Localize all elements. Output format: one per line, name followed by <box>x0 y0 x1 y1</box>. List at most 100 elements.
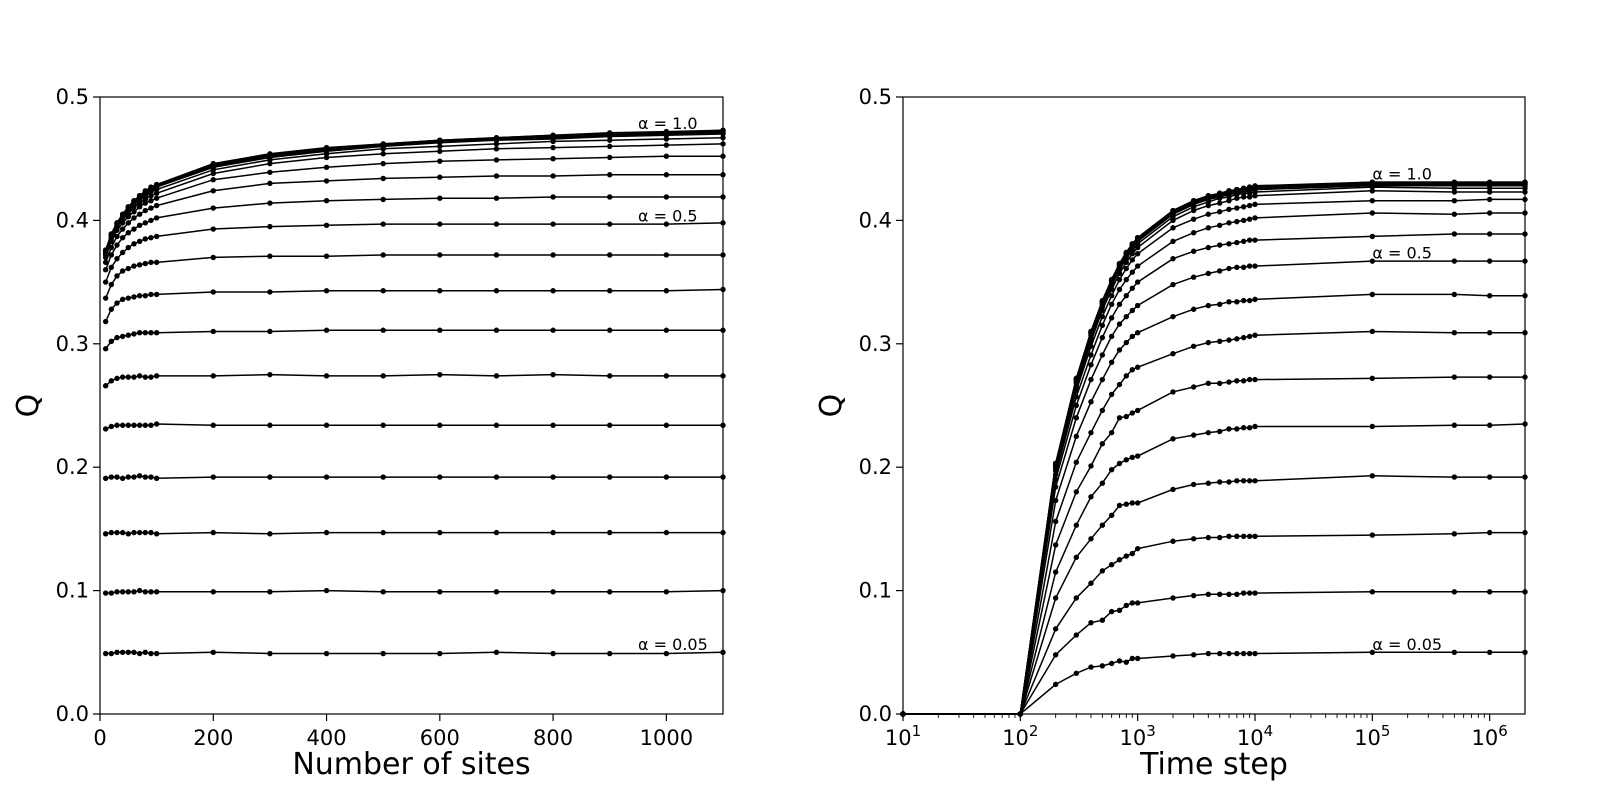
left-data-point <box>437 288 443 294</box>
left-data-point <box>142 529 149 536</box>
left-data-point <box>102 279 109 285</box>
right-data-point <box>1088 619 1094 626</box>
left-data-point <box>493 135 500 141</box>
right-data-point <box>1226 265 1232 272</box>
right-data-point <box>1052 460 1059 467</box>
left-data-point <box>102 590 109 596</box>
left-data-point <box>153 215 160 221</box>
left-data-point <box>550 252 556 258</box>
right-data-point <box>1451 258 1458 264</box>
right-data-point <box>1226 591 1232 598</box>
left-data-point <box>380 373 386 379</box>
right-data-point <box>1190 230 1197 236</box>
right-data-point <box>1123 292 1130 299</box>
left-data-point <box>142 260 149 267</box>
left-data-point <box>119 211 126 217</box>
left-series-line <box>105 423 723 430</box>
right-data-point <box>1369 423 1376 430</box>
left-data-point <box>148 205 154 211</box>
left-data-point <box>131 649 137 655</box>
left-data-point <box>380 252 386 258</box>
right-data-point <box>1190 652 1197 658</box>
right-data-point <box>1246 216 1253 222</box>
right-data-point <box>1116 286 1123 293</box>
left-data-point <box>108 252 115 258</box>
left-data-point <box>607 137 613 143</box>
left-data-point <box>148 193 154 199</box>
right-data-point <box>1205 225 1212 231</box>
right-data-point <box>1369 233 1376 240</box>
left-data-point <box>493 157 500 163</box>
left-data-point <box>550 327 556 333</box>
left-data-point <box>380 650 386 657</box>
left-data-point <box>119 226 126 232</box>
right-data-point <box>1252 376 1258 383</box>
left-data-point <box>437 195 443 201</box>
right-data-point <box>1116 347 1123 353</box>
right-data-point <box>1108 301 1115 308</box>
right-data-point <box>1252 215 1258 221</box>
left-data-point <box>323 587 330 594</box>
left-y-tick-label: 0.4 <box>56 208 89 232</box>
left-data-point <box>437 252 443 258</box>
right-data-point <box>1216 301 1223 308</box>
left-data-point <box>550 144 556 151</box>
right-data-point <box>1099 376 1106 383</box>
left-data-point <box>550 422 556 428</box>
right-data-point <box>1252 533 1258 540</box>
right-data-point <box>1134 263 1141 269</box>
right-data-point <box>1123 553 1130 559</box>
left-data-point <box>210 422 216 428</box>
left-data-point <box>720 373 726 379</box>
left-data-point <box>210 205 216 211</box>
left-data-point <box>131 197 137 204</box>
left-data-point <box>323 178 330 184</box>
left-data-point <box>125 422 132 428</box>
right-data-point <box>1108 561 1115 568</box>
right-data-point <box>1088 429 1094 436</box>
right-data-point <box>1240 378 1247 384</box>
right-data-point <box>1234 426 1240 432</box>
left-x-tick-label: 0 <box>93 726 106 750</box>
right-data-point <box>1190 197 1197 204</box>
right-data-point <box>1190 432 1197 438</box>
right-data-point <box>1170 436 1176 442</box>
left-data-point <box>437 371 443 378</box>
left-data-point <box>148 650 154 657</box>
right-data-point <box>1052 626 1059 632</box>
right-data-point <box>1205 534 1212 541</box>
right-series-line <box>903 233 1525 715</box>
right-data-point <box>1116 658 1123 664</box>
left-data-point <box>267 169 273 175</box>
left-data-point <box>210 474 216 480</box>
left-series-line <box>105 288 724 322</box>
left-data-point <box>108 264 115 270</box>
right-data-point <box>1486 258 1493 264</box>
right-data-point <box>1205 244 1212 251</box>
right-data-point <box>1451 474 1458 480</box>
right-data-point <box>1234 218 1240 225</box>
right-x-tick-label: 105 <box>1354 722 1390 750</box>
right-data-point <box>1369 188 1376 194</box>
right-data-point <box>1108 276 1115 283</box>
right-y-tick-label: 0.3 <box>859 332 892 356</box>
left-data-point <box>437 589 443 595</box>
left-data-point <box>131 474 137 480</box>
left-data-point <box>323 288 330 294</box>
right-data-point <box>1522 374 1528 380</box>
left-data-point <box>142 196 149 203</box>
right-series-line <box>903 190 1525 715</box>
right-data-point <box>1134 329 1141 336</box>
right-x-tick-label: 103 <box>1120 722 1156 750</box>
right-data-point <box>1216 650 1223 657</box>
right-data-point <box>1190 207 1197 214</box>
right-data-point <box>1451 197 1458 204</box>
right-data-point <box>1252 263 1258 269</box>
right-data-point <box>1369 375 1376 382</box>
right-data-point <box>1205 429 1212 436</box>
right-data-point <box>1252 193 1258 199</box>
right-data-point <box>1234 264 1240 270</box>
right-data-point <box>1099 334 1106 341</box>
left-data-point <box>720 529 726 536</box>
